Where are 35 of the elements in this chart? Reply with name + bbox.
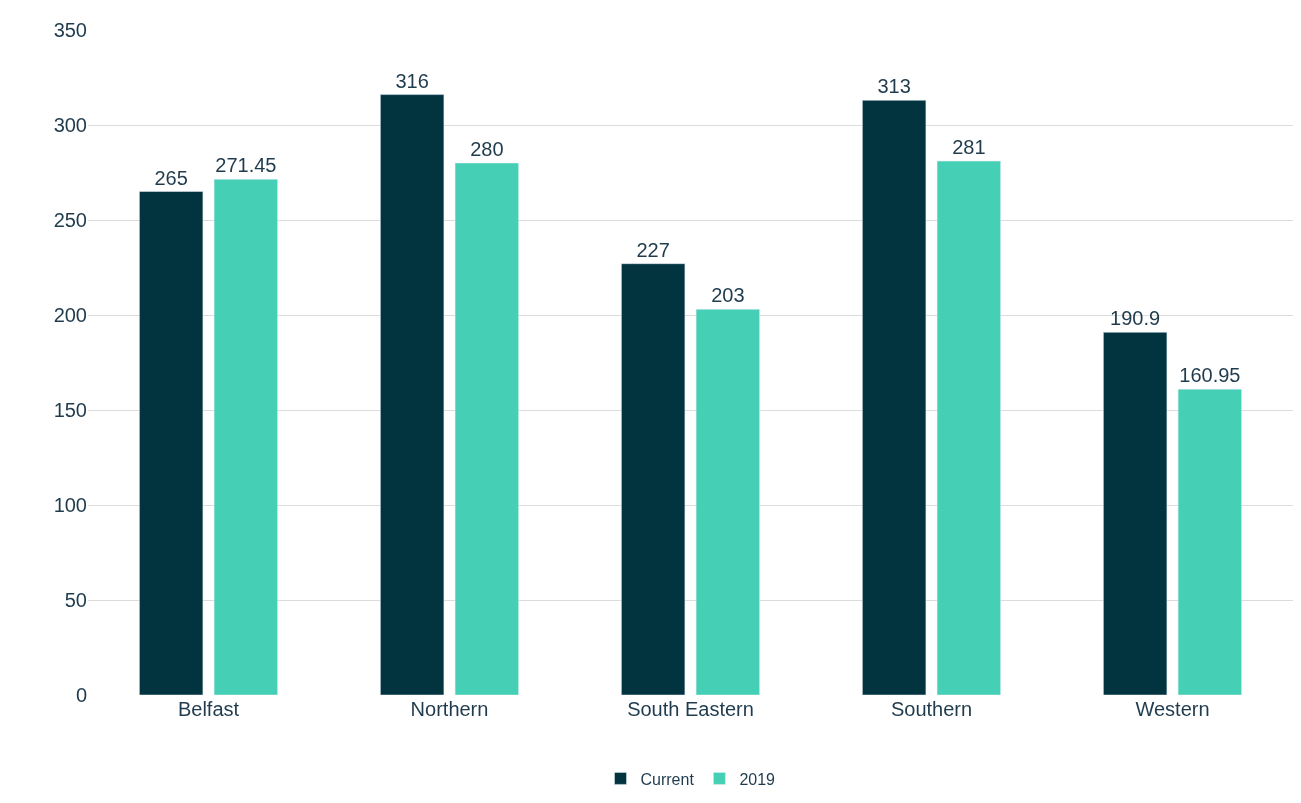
y-tick-label: 150 [53, 399, 87, 421]
y-tick-label: 100 [53, 494, 87, 516]
y-tick-label: 0 [75, 684, 87, 706]
data-label: 271.45 [215, 154, 277, 177]
bar [213, 179, 278, 695]
x-tick-label: Northern [410, 698, 489, 720]
data-label: 316 [395, 69, 429, 92]
y-tick-label: 200 [53, 304, 87, 326]
bar [380, 94, 445, 695]
y-tick-label: 50 [64, 589, 87, 611]
legend-label: 2019 [739, 770, 776, 788]
data-label: 190.9 [1110, 307, 1161, 330]
legend-label: Current [640, 770, 695, 788]
bar [1103, 332, 1168, 695]
bar [862, 100, 927, 695]
data-label: 227 [636, 238, 670, 261]
data-label: 280 [470, 138, 504, 160]
bar [621, 263, 686, 695]
data-label: 281 [952, 136, 986, 159]
y-tick-label: 350 [53, 19, 87, 41]
bar [139, 191, 204, 695]
data-label: 265 [154, 166, 188, 189]
data-label: 313 [877, 75, 911, 98]
y-tick-label: 250 [53, 209, 87, 231]
x-tick-label: Belfast [177, 698, 240, 720]
bar [454, 162, 519, 695]
bar [1177, 388, 1242, 695]
bar [695, 309, 760, 695]
data-label: 203 [711, 284, 745, 307]
bar [936, 160, 1001, 695]
x-tick-label: Western [1135, 698, 1210, 720]
data-label: 160.95 [1179, 364, 1241, 387]
y-tick-label: 300 [53, 114, 87, 136]
x-tick-label: Southern [890, 698, 973, 720]
x-tick-label: South Eastern [627, 698, 754, 720]
